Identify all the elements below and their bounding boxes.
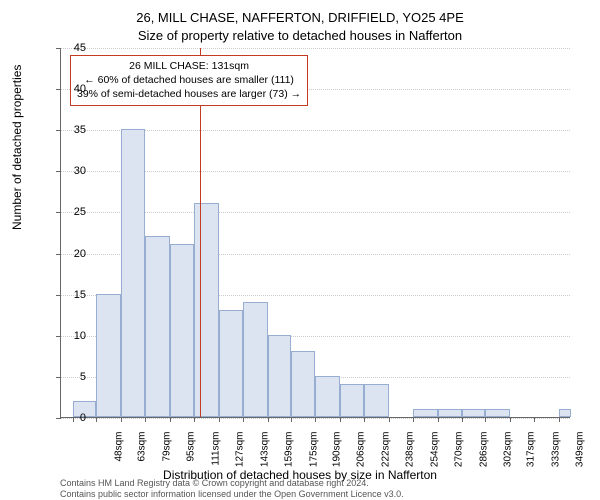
histogram-bar (438, 409, 463, 417)
histogram-bar (194, 203, 219, 417)
annotation-line3: 39% of semi-detached houses are larger (… (77, 87, 301, 101)
xtick-mark (219, 417, 220, 422)
xtick-mark (145, 417, 146, 422)
histogram-bar (145, 236, 170, 417)
histogram-bar (121, 129, 146, 417)
xtick-mark (485, 417, 486, 422)
ytick-label: 40 (56, 83, 86, 95)
xtick-label: 270sqm (454, 432, 465, 482)
xtick-mark (438, 417, 439, 422)
ytick-label: 15 (56, 289, 86, 301)
histogram-chart: 26, MILL CHASE, NAFFERTON, DRIFFIELD, YO… (0, 0, 600, 500)
annotation-line2: ← 60% of detached houses are smaller (11… (77, 73, 301, 87)
histogram-bar (268, 335, 291, 417)
xtick-mark (364, 417, 365, 422)
y-axis-label: Number of detached properties (10, 65, 24, 230)
xtick-mark (462, 417, 463, 422)
xtick-mark (413, 417, 414, 422)
xtick-mark (510, 417, 511, 422)
chart-title-main: 26, MILL CHASE, NAFFERTON, DRIFFIELD, YO… (0, 10, 600, 25)
xtick-label: 111sqm (210, 432, 221, 482)
ytick-label: 0 (56, 412, 86, 424)
xtick-label: 206sqm (356, 432, 367, 482)
xtick-mark (243, 417, 244, 422)
ytick-label: 30 (56, 165, 86, 177)
gridline (61, 48, 570, 49)
ytick-label: 25 (56, 206, 86, 218)
histogram-bar (485, 409, 510, 417)
xtick-label: 79sqm (161, 432, 172, 482)
xtick-label: 143sqm (259, 432, 270, 482)
xtick-label: 254sqm (429, 432, 440, 482)
xtick-label: 302sqm (503, 432, 514, 482)
xtick-label: 317sqm (526, 432, 537, 482)
xtick-label: 63sqm (137, 432, 148, 482)
histogram-bar (559, 409, 571, 417)
xtick-label: 222sqm (380, 432, 391, 482)
xtick-mark (315, 417, 316, 422)
xtick-mark (170, 417, 171, 422)
annotation-line1: 26 MILL CHASE: 131sqm (77, 59, 301, 73)
histogram-bar (170, 244, 195, 417)
xtick-mark (340, 417, 341, 422)
xtick-label: 286sqm (478, 432, 489, 482)
xtick-label: 48sqm (114, 432, 125, 482)
xtick-mark (96, 417, 97, 422)
chart-title-sub: Size of property relative to detached ho… (0, 28, 600, 43)
histogram-bar (462, 409, 485, 417)
attribution-text: Contains HM Land Registry data © Crown c… (60, 478, 404, 500)
histogram-bar (96, 294, 121, 417)
xtick-mark (268, 417, 269, 422)
xtick-label: 175sqm (308, 432, 319, 482)
histogram-bar (315, 376, 340, 417)
attribution-line1: Contains HM Land Registry data © Crown c… (60, 478, 404, 489)
histogram-bar (340, 384, 365, 417)
histogram-bar (219, 310, 244, 417)
attribution-line2: Contains public sector information licen… (60, 489, 404, 500)
ytick-label: 10 (56, 330, 86, 342)
xtick-label: 159sqm (284, 432, 295, 482)
annotation-box: 26 MILL CHASE: 131sqm ← 60% of detached … (70, 55, 308, 106)
xtick-label: 349sqm (575, 432, 586, 482)
histogram-bar (364, 384, 389, 417)
ytick-label: 20 (56, 248, 86, 260)
histogram-bar (243, 302, 268, 417)
ytick-label: 45 (56, 42, 86, 54)
xtick-mark (194, 417, 195, 422)
xtick-mark (534, 417, 535, 422)
xtick-mark (559, 417, 560, 422)
xtick-label: 190sqm (331, 432, 342, 482)
ytick-label: 5 (56, 371, 86, 383)
histogram-bar (413, 409, 438, 417)
xtick-label: 333sqm (550, 432, 561, 482)
ytick-label: 35 (56, 124, 86, 136)
xtick-label: 127sqm (235, 432, 246, 482)
xtick-label: 95sqm (186, 432, 197, 482)
xtick-mark (121, 417, 122, 422)
xtick-mark (291, 417, 292, 422)
xtick-mark (389, 417, 390, 422)
histogram-bar (291, 351, 316, 417)
xtick-label: 238sqm (405, 432, 416, 482)
